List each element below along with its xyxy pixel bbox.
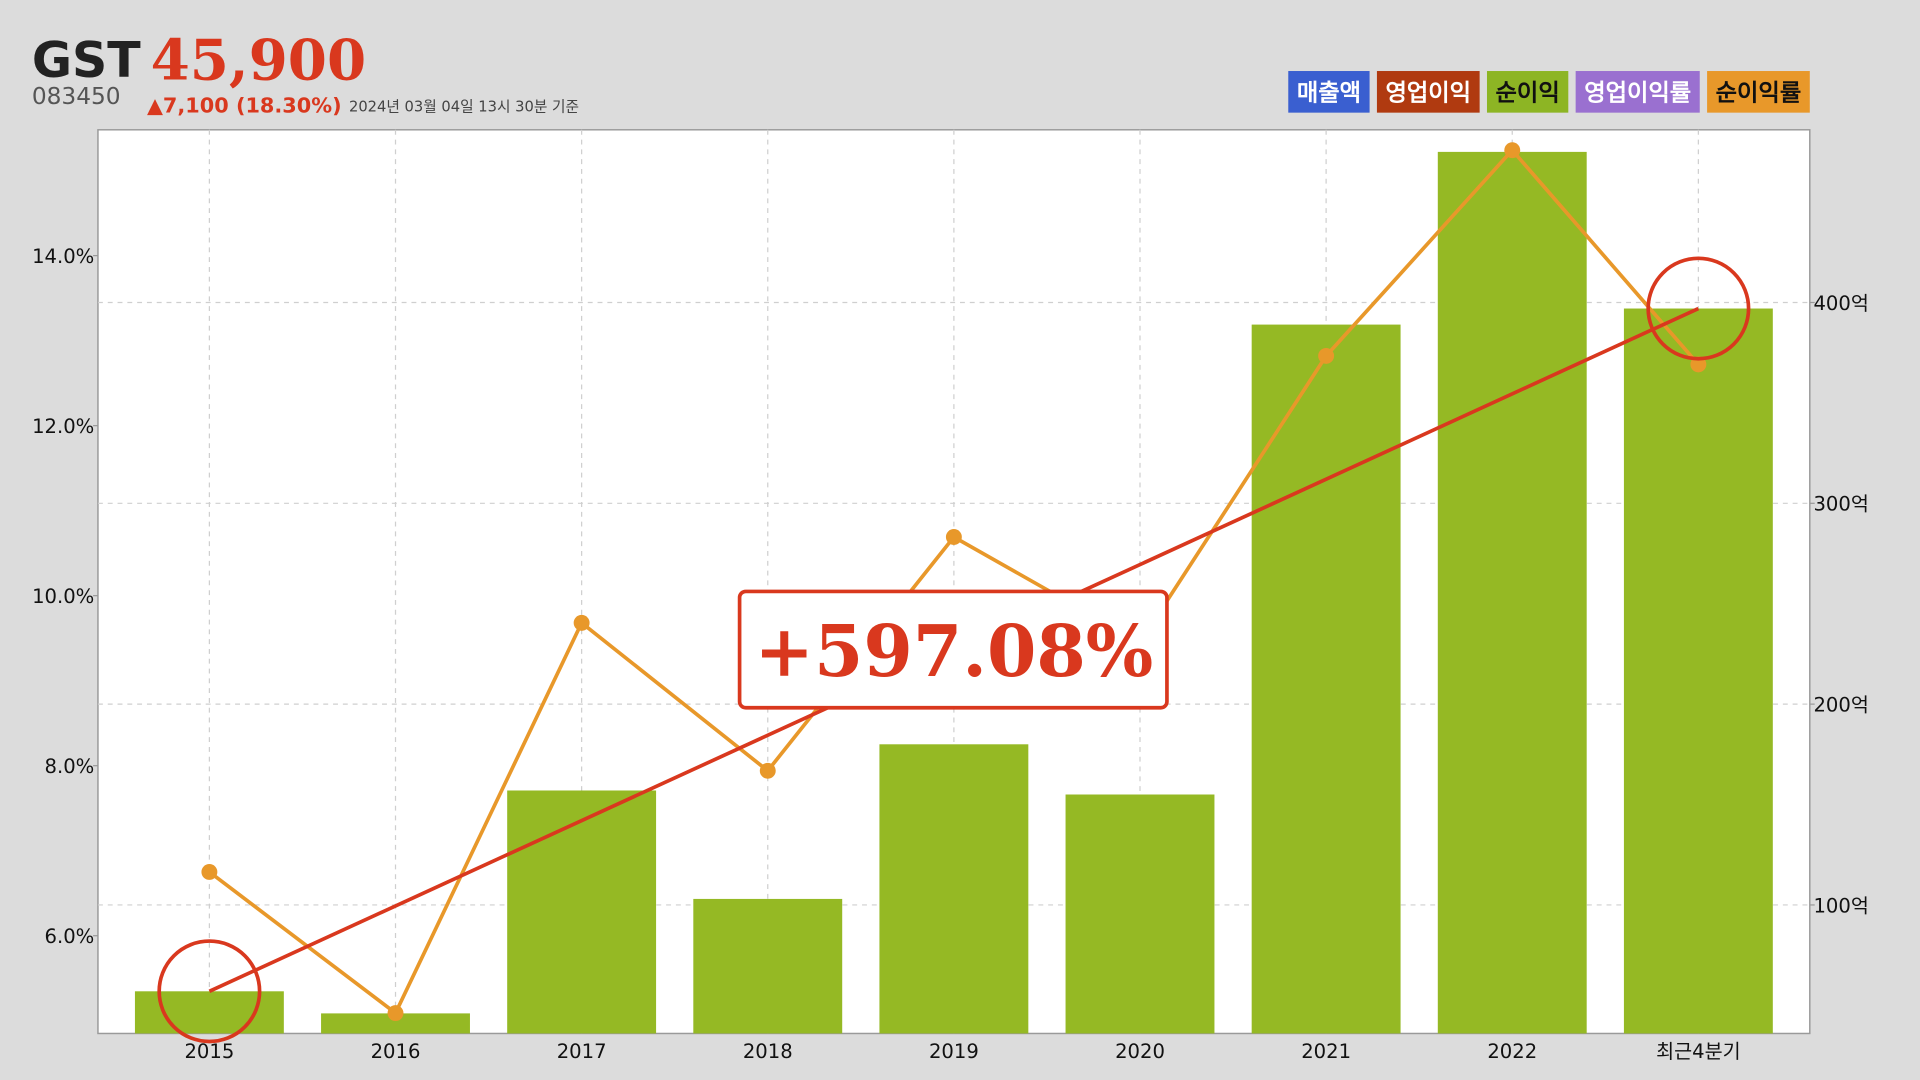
y2-tick-label: 100억 <box>1813 894 1868 917</box>
bar <box>693 898 843 1034</box>
bar <box>134 991 284 1034</box>
x-tick-label: 최근4분기 <box>1656 1040 1741 1063</box>
legend-label[interactable]: 매출액 <box>1297 79 1361 106</box>
bar <box>321 1013 470 1034</box>
highlight-circle <box>1646 256 1751 361</box>
line-point <box>1690 356 1707 373</box>
legend-swatch[interactable] <box>1288 71 1370 113</box>
stock-code: 083450 <box>32 83 121 110</box>
x-tick-label: 2021 <box>1301 1040 1351 1063</box>
marks <box>134 142 1773 1034</box>
line-point <box>1504 142 1521 159</box>
bar <box>1065 794 1215 1034</box>
bar <box>1251 324 1401 1034</box>
bar <box>1437 151 1587 1034</box>
legend-swatch[interactable] <box>1575 71 1700 113</box>
legend-item[interactable]: 영업이익률 <box>1575 71 1700 113</box>
overlay: +597.08% <box>157 256 1751 1044</box>
line-point <box>387 1005 404 1022</box>
line-point <box>945 529 962 545</box>
line-point <box>573 614 590 631</box>
stock-name: GST <box>32 32 141 89</box>
x-tick-label: 2019 <box>929 1040 979 1063</box>
y-tick-label: 6.0% <box>45 925 95 948</box>
legend-label[interactable]: 영업이익 <box>1386 79 1472 106</box>
timestamp: 2024년 03월 04일 13시 30분 기준 <box>349 98 579 115</box>
x-tick-label: 2016 <box>371 1040 421 1063</box>
bar <box>1623 308 1773 1034</box>
legend-label[interactable]: 순이익 <box>1496 79 1560 106</box>
x-tick-label: 2015 <box>184 1040 234 1063</box>
y2-tick-label: 200억 <box>1813 693 1868 716</box>
price-change: ▲7,100 (18.30%) <box>147 94 342 118</box>
line-point <box>759 762 776 779</box>
y-tick-label: 12.0% <box>32 415 94 438</box>
y-tick-label: 14.0% <box>32 245 94 268</box>
legend-swatch[interactable] <box>1376 71 1480 113</box>
legend: 순이익률 영업이익률 순이익 영업이익 매출액 <box>1288 71 1810 113</box>
legend-label[interactable]: 순이익률 <box>1716 79 1802 106</box>
legend-item[interactable]: 순이익률 <box>1707 71 1810 113</box>
annotation: +597.08% <box>754 609 1153 693</box>
x-tick-label: 2020 <box>1115 1040 1165 1063</box>
highlight-circle <box>157 939 262 1044</box>
x-tick-label: 2017 <box>557 1040 607 1063</box>
legend-swatch[interactable] <box>1486 71 1569 113</box>
header: GST 45,900 083450 ▲7,100 (18.30%) 2024년 … <box>32 28 579 118</box>
line-point <box>1318 347 1335 364</box>
x-tick-label: 2018 <box>743 1040 793 1063</box>
line-point <box>201 863 218 880</box>
stock-price: 45,900 <box>151 28 367 94</box>
y2-tick-label: 300억 <box>1813 493 1868 516</box>
x-tick-label: 2022 <box>1487 1040 1537 1063</box>
y2-tick-label: 400억 <box>1813 292 1868 315</box>
legend-item[interactable]: 매출액 <box>1288 71 1370 113</box>
axes: 2015 2016 2017 2018 2019 2020 2021 2022 최근4분기 100… <box>32 245 1869 1063</box>
y-tick-label: 10.0% <box>32 585 94 608</box>
bar <box>507 790 657 1034</box>
legend-label[interactable]: 영업이익률 <box>1584 79 1691 106</box>
annotation-box <box>737 589 1169 710</box>
y-tick-label: 8.0% <box>45 755 95 778</box>
legend-item[interactable]: 영업이익 <box>1376 71 1480 113</box>
bar <box>879 744 1029 1034</box>
legend-item[interactable]: 순이익 <box>1486 71 1569 113</box>
legend-swatch[interactable] <box>1707 71 1810 113</box>
